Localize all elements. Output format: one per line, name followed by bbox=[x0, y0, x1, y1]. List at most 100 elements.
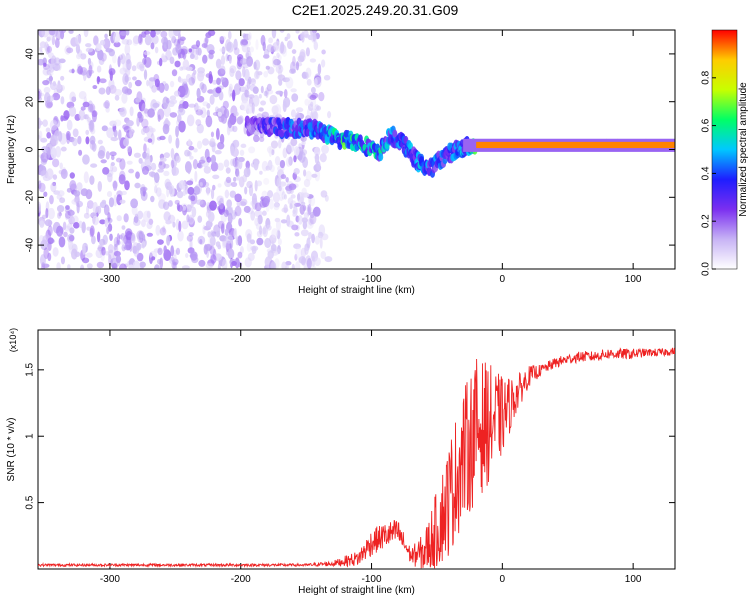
noise-cell bbox=[290, 88, 297, 93]
noise-cell bbox=[291, 224, 299, 231]
noise-cell bbox=[318, 91, 325, 102]
noise-cell bbox=[280, 174, 287, 180]
noise-cell bbox=[317, 63, 322, 75]
noise-cell bbox=[275, 219, 282, 231]
noise-cell bbox=[246, 79, 251, 90]
noise-cell bbox=[172, 258, 179, 266]
noise-cell bbox=[216, 77, 221, 86]
noise-cell bbox=[66, 119, 73, 131]
heatmap-ytick-label: 0 bbox=[25, 146, 36, 152]
noise-cell bbox=[274, 104, 282, 116]
noise-cell bbox=[321, 144, 330, 154]
noise-cell bbox=[171, 69, 178, 77]
noise-cell bbox=[109, 120, 117, 127]
noise-cell bbox=[285, 76, 294, 89]
noise-cell bbox=[305, 170, 312, 182]
noise-cell bbox=[114, 88, 123, 97]
noise-cell bbox=[175, 137, 180, 149]
noise-cell bbox=[311, 233, 316, 244]
noise-cell bbox=[118, 129, 122, 141]
noise-cell bbox=[313, 78, 318, 87]
colorbar-tick-label: 0.6 bbox=[701, 118, 712, 132]
noise-cell bbox=[60, 256, 66, 265]
noise-cell bbox=[118, 174, 126, 185]
noise-cell bbox=[253, 134, 260, 143]
noise-cell bbox=[253, 160, 259, 171]
noise-cell bbox=[186, 214, 190, 223]
noise-cell bbox=[67, 233, 75, 243]
noise-cell bbox=[196, 123, 204, 134]
noise-cell bbox=[280, 219, 288, 224]
noise-cell bbox=[268, 147, 273, 157]
noise-cell bbox=[100, 159, 107, 164]
noise-cell bbox=[215, 58, 222, 69]
noise-cell bbox=[312, 111, 319, 121]
noise-cell bbox=[128, 81, 133, 89]
noise-cell bbox=[115, 157, 122, 163]
noise-cell bbox=[290, 194, 296, 199]
noise-cell bbox=[232, 157, 238, 168]
snr-ytick-label: 0.5 bbox=[25, 495, 36, 509]
heatmap-xlabel: Height of straight line (km) bbox=[298, 285, 415, 296]
noise-cell bbox=[52, 158, 60, 168]
noise-cell bbox=[193, 148, 198, 153]
noise-cell bbox=[122, 138, 129, 147]
noise-cell bbox=[227, 212, 233, 225]
noise-cell bbox=[113, 31, 121, 44]
noise-cell bbox=[137, 233, 143, 243]
noise-cell bbox=[89, 135, 96, 145]
noise-cell bbox=[267, 159, 273, 171]
noise-cell bbox=[241, 62, 250, 69]
noise-cell bbox=[39, 46, 43, 52]
noise-cell bbox=[125, 239, 132, 251]
noise-cell bbox=[268, 37, 274, 44]
noise-cell bbox=[42, 68, 51, 76]
noise-cell bbox=[63, 231, 68, 238]
noise-cell bbox=[203, 244, 208, 255]
noise-cell bbox=[221, 113, 228, 124]
noise-cell bbox=[115, 255, 122, 264]
snr-frame bbox=[37, 329, 676, 570]
noise-cell bbox=[38, 96, 43, 102]
noise-cell bbox=[233, 228, 238, 240]
noise-cell bbox=[171, 254, 177, 261]
noise-cell bbox=[226, 206, 233, 211]
noise-cell bbox=[245, 52, 250, 61]
noise-cell bbox=[85, 205, 90, 215]
noise-cell bbox=[109, 151, 117, 157]
noise-cell bbox=[210, 154, 217, 164]
noise-cell bbox=[113, 194, 118, 207]
noise-cell bbox=[38, 92, 45, 97]
noise-cell bbox=[193, 69, 197, 75]
noise-cell bbox=[72, 137, 78, 147]
noise-cell bbox=[282, 147, 288, 159]
noise-cell bbox=[48, 30, 56, 36]
noise-cell bbox=[50, 147, 57, 159]
noise-cell bbox=[178, 120, 186, 133]
noise-cell bbox=[234, 211, 238, 217]
noise-cell bbox=[201, 43, 208, 48]
noise-cell bbox=[191, 206, 197, 218]
noise-cell bbox=[170, 147, 175, 159]
noise-cell bbox=[291, 49, 297, 54]
noise-cell bbox=[44, 41, 49, 52]
noise-cell bbox=[136, 252, 144, 262]
noise-cell bbox=[246, 180, 253, 189]
noise-cell bbox=[215, 230, 221, 238]
noise-cell bbox=[314, 235, 320, 245]
noise-cell bbox=[83, 30, 89, 38]
noise-cell bbox=[170, 245, 175, 257]
noise-cell bbox=[177, 230, 184, 242]
noise-cell bbox=[259, 136, 265, 143]
noise-cell bbox=[53, 115, 59, 126]
noise-cell bbox=[307, 34, 314, 41]
noise-cell bbox=[206, 156, 212, 163]
noise-cell bbox=[197, 72, 205, 82]
noise-cell bbox=[271, 228, 279, 239]
noise-cell bbox=[109, 233, 113, 241]
noise-cell bbox=[260, 85, 264, 94]
noise-cell bbox=[271, 30, 277, 39]
noise-cell bbox=[205, 220, 213, 229]
noise-cell bbox=[71, 68, 75, 74]
noise-cell bbox=[175, 247, 181, 256]
